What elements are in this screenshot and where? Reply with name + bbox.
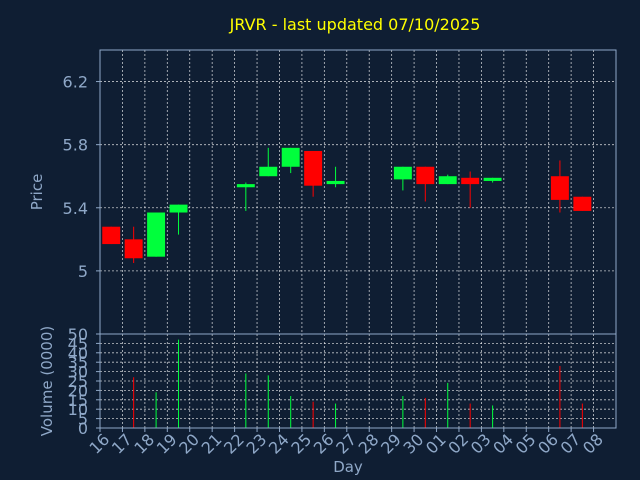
volume-bars (133, 339, 583, 428)
price-panel-frame (99, 49, 617, 335)
x-tick-label: 08 (579, 430, 607, 458)
volume-tick-label: 5 (78, 410, 88, 429)
candle-body (102, 226, 121, 245)
candle-body (483, 177, 502, 181)
volume-tick-label: 30 (68, 363, 88, 382)
volume-tick-label: 0 (78, 419, 88, 438)
price-tick-label: 5 (78, 262, 88, 281)
candle-body (438, 176, 457, 185)
price-axis-label: Price (28, 174, 46, 211)
volume-tick-label: 40 (68, 344, 88, 363)
price-tick-label: 5.4 (63, 199, 88, 218)
candle-body (236, 184, 255, 188)
candle-body (281, 147, 300, 167)
candle-body (326, 180, 345, 185)
volume-tick-label: 50 (68, 325, 88, 344)
price-tick-label: 6.2 (63, 73, 88, 92)
candle-body (550, 176, 569, 200)
chart-title: JRVR - last updated 07/10/2025 (229, 15, 481, 34)
candle-body (573, 196, 592, 211)
price-tick-label: 5.8 (63, 136, 88, 155)
candle-body (304, 150, 323, 186)
candle-body (416, 166, 435, 185)
candle-body (393, 166, 412, 180)
volume-tick-label: 35 (68, 353, 88, 372)
candle-body (461, 177, 480, 185)
grid-lines (100, 50, 616, 428)
volume-axis-label: Volume (0000) (38, 326, 56, 436)
x-axis-label: Day (333, 458, 363, 476)
volume-tick-label: 15 (68, 391, 88, 410)
candle-body (147, 212, 166, 257)
volume-tick-label: 45 (68, 334, 88, 353)
candle-body (169, 204, 188, 213)
volume-tick-label: 25 (68, 372, 88, 391)
candle-body (259, 166, 278, 177)
volume-tick-label: 20 (68, 381, 88, 400)
candle-body (124, 239, 143, 259)
price-candles (102, 147, 592, 263)
volume-tick-label: 10 (68, 400, 88, 419)
